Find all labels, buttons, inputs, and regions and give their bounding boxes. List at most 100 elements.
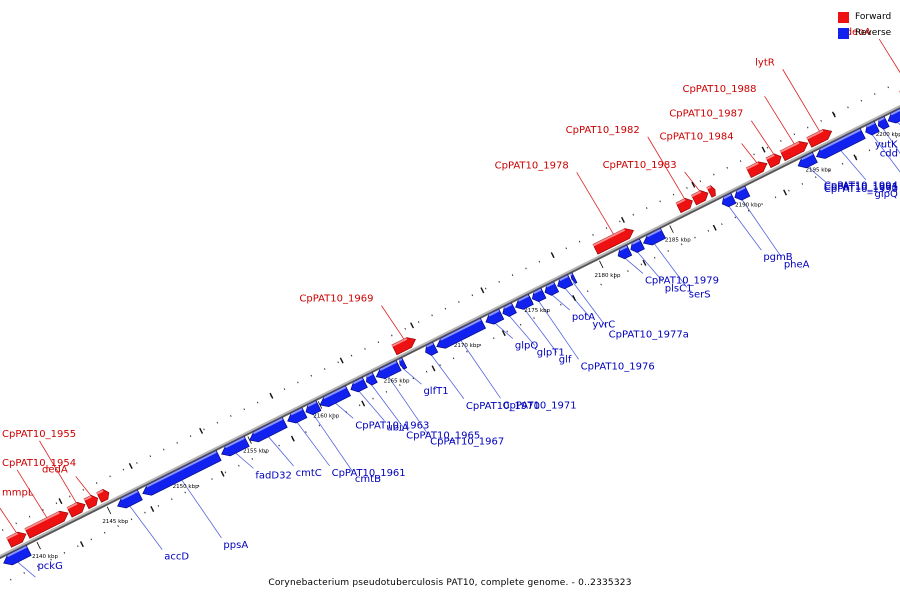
label-leader	[879, 39, 900, 88]
gene-label: cmtB	[355, 474, 381, 485]
gene-label: serS	[689, 289, 711, 300]
gene-label: accD	[164, 552, 189, 563]
gene-label: CpPAT10_1967	[430, 437, 504, 448]
unnamed-gene-forward[interactable]	[707, 186, 716, 198]
unnamed-gene-forward[interactable]	[97, 489, 109, 502]
label-leader	[551, 294, 570, 310]
upper-guide-dots	[0, 72, 900, 550]
scale-tick	[599, 261, 603, 268]
label-leader	[0, 499, 18, 534]
guide-dash	[713, 225, 716, 230]
label-leader	[267, 435, 293, 466]
gene-label: lytR	[755, 57, 775, 68]
gene-highlight	[399, 359, 402, 360]
guide-dash	[411, 323, 414, 328]
scale-tick-label: 2195 kbp	[805, 167, 831, 173]
gene-highlight	[147, 452, 217, 487]
label-leader	[728, 205, 762, 250]
cppat10_1965-gene-reverse[interactable]	[366, 373, 377, 386]
scale-tick	[37, 542, 41, 549]
label-leader	[494, 322, 513, 338]
gene-label: dedA	[42, 464, 68, 475]
label-leader	[577, 172, 615, 236]
gene-label: pheA	[784, 260, 810, 271]
scale-tick-label: 2180 kbp	[595, 273, 621, 279]
lower-guide-dots	[0, 115, 900, 593]
gene-label: pckG	[37, 561, 62, 572]
scale-tick	[670, 226, 674, 233]
scale-tick-label: 2185 kbp	[665, 238, 691, 244]
scale-tick-label: 2160 kbp	[313, 413, 339, 419]
gene-label: CpPAT10_1955	[2, 429, 76, 440]
gene-label: CpPAT10_1976	[581, 361, 655, 372]
gene-label: mmpL	[2, 487, 34, 498]
gene-label: CpPAT10_1971	[503, 400, 577, 411]
label-leader	[312, 413, 353, 472]
gene-label: CpPAT10_1984	[660, 131, 734, 142]
gene-label: cmtC	[296, 468, 322, 479]
gene-label: CpPAT10_1987	[669, 109, 743, 120]
label-leader	[742, 143, 758, 164]
guide-dash	[762, 147, 765, 152]
guide-dash	[59, 498, 62, 503]
guide-dash	[81, 541, 84, 546]
legend: Forward Reverse	[838, 9, 900, 41]
scale-tick-label: 2140 kbp	[32, 554, 58, 560]
label-leader	[624, 257, 643, 273]
guide-dash	[151, 506, 154, 511]
guide-dash	[221, 471, 224, 476]
gene-label: glpQ	[875, 189, 898, 200]
gene-label: cdd	[880, 148, 898, 159]
forward-swatch	[838, 12, 849, 23]
glpq-gene-reverse[interactable]	[878, 117, 889, 130]
deda-gene-forward[interactable]	[84, 495, 98, 509]
scale-tick-label: 2165 kbp	[384, 378, 410, 384]
gene-label: glfT1	[423, 386, 448, 397]
label-leader	[381, 306, 404, 341]
label-leader	[16, 561, 35, 577]
label-leader	[296, 421, 330, 466]
legend-reverse-label: Reverse	[855, 28, 891, 38]
legend-reverse: Reverse	[838, 25, 900, 41]
guide-dash	[129, 463, 132, 468]
gene-label: CpPAT10_1978	[495, 160, 569, 171]
scale-tick-label: 2150 kbp	[173, 484, 199, 490]
label-leader	[129, 505, 163, 550]
scale-tick-label: 2170 kbp	[454, 343, 480, 349]
label-leader	[76, 476, 92, 497]
label-leader	[783, 69, 821, 133]
scale-tick-label: 2175 kbp	[524, 308, 550, 314]
label-leader	[751, 121, 774, 156]
gene-label: glf	[559, 354, 572, 365]
gene-label: CpPAT10_1982	[566, 125, 640, 136]
gene-highlight	[570, 274, 572, 275]
scale-tick-label: 2155 kbp	[243, 449, 269, 455]
label-leader	[358, 390, 384, 421]
guide-dash	[432, 366, 435, 371]
label-leader	[765, 96, 796, 145]
reverse-swatch	[838, 28, 849, 39]
gene-label: CpPAT10_1969	[299, 294, 373, 305]
gene-label: fadD32	[255, 470, 291, 481]
genes-layer	[4, 86, 900, 565]
guide-dash	[200, 428, 203, 433]
gene-label: CpPAT10_1988	[682, 84, 756, 95]
guide-dash	[340, 358, 343, 363]
guide-dash	[362, 401, 365, 406]
scale-tick	[107, 507, 111, 514]
ticks-layer: 2140 kbp 2145 kbp 2150 kbp 2155 kbp 2160 kbp…	[32, 120, 900, 560]
gene-label: ppsA	[223, 540, 248, 551]
gene-label: CpPAT10_1983	[603, 160, 677, 171]
guide-dash	[551, 252, 554, 257]
guide-dash	[622, 217, 625, 222]
legend-forward: Forward	[838, 9, 900, 25]
legend-forward-label: Forward	[855, 12, 891, 22]
glft1-gene-reverse[interactable]	[399, 358, 407, 369]
scale-tick-label: 2190 kbp	[735, 203, 761, 209]
gene-label: CpPAT10_1977a	[609, 329, 689, 340]
gene-label: glpQ	[515, 341, 538, 352]
scale-tick-label: 2145 kbp	[102, 519, 128, 525]
guide-dash	[784, 190, 787, 195]
